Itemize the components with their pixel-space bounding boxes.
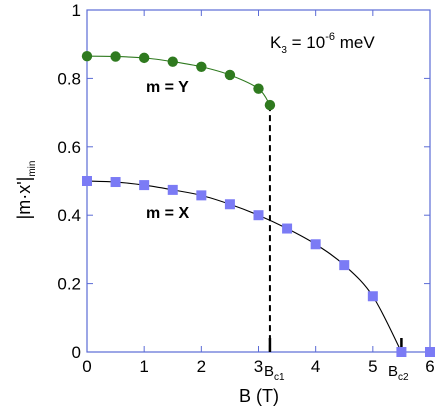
x-tick-label: 5 xyxy=(368,357,377,376)
k3-sup: -6 xyxy=(325,31,335,43)
data-point-circle xyxy=(167,56,178,67)
axis-ticks xyxy=(86,9,431,353)
y-axis-title: |m·x'|min xyxy=(14,161,38,220)
data-point-square xyxy=(110,177,121,188)
x-tick-label: 1 xyxy=(139,357,148,376)
data-point-square xyxy=(282,223,293,234)
y-tick-label: 0.6 xyxy=(57,138,81,157)
series-line-1 xyxy=(86,180,402,353)
plot-frame xyxy=(86,9,431,353)
y-axis-title-sub: min xyxy=(27,161,38,177)
x-tick-label: 3 xyxy=(254,357,263,376)
series-label-m-y: m = Y xyxy=(146,79,189,96)
x-tick-label: 2 xyxy=(197,357,206,376)
bc2-label-base: B xyxy=(388,363,398,380)
data-point-square xyxy=(310,239,321,250)
data-point-circle xyxy=(138,52,150,64)
bc2-label: Bc2 xyxy=(388,363,409,383)
data-point-square xyxy=(339,260,350,271)
data-point-square xyxy=(396,347,407,357)
bc2-label-sub: c2 xyxy=(398,372,409,383)
k3-mid: = 10 xyxy=(287,33,325,52)
x-tick-label: 6 xyxy=(425,357,434,376)
data-point-circle xyxy=(196,61,207,72)
bc1-label-sub: c1 xyxy=(274,372,285,383)
x-tick-label: 4 xyxy=(311,357,320,376)
series-curves xyxy=(86,55,402,353)
x-tick-labels: 0 1 2 3 4 5 6 xyxy=(82,357,434,376)
data-point-circle xyxy=(81,50,93,62)
bc1-label-base: B xyxy=(264,363,274,380)
y-tick-labels: 0 0.2 0.4 0.6 0.8 1 xyxy=(57,1,81,362)
series-markers xyxy=(81,50,435,357)
data-point-square xyxy=(82,176,92,186)
data-point-square xyxy=(196,190,207,201)
data-point-square xyxy=(167,184,178,195)
k3-annotation: K3 = 10-6 meV xyxy=(270,31,375,56)
data-point-square xyxy=(425,347,435,357)
y-tick-label: 0 xyxy=(72,343,81,362)
k3-sub: 3 xyxy=(281,45,287,56)
k3-end: meV xyxy=(335,33,375,52)
data-point-circle xyxy=(253,83,264,94)
data-point-circle xyxy=(224,69,236,81)
y-tick-label: 0.4 xyxy=(57,206,81,225)
y-tick-label: 1 xyxy=(72,1,81,20)
data-point-square xyxy=(253,210,264,221)
data-point-circle xyxy=(110,51,121,62)
data-point-square xyxy=(367,291,378,302)
y-axis-title-main: |m·x'| xyxy=(14,177,34,220)
y-tick-label: 0.2 xyxy=(57,275,81,294)
series-label-m-x: m = X xyxy=(146,205,189,222)
data-point-square xyxy=(224,199,235,210)
x-tick-label: 0 xyxy=(82,357,91,376)
data-point-square xyxy=(139,180,150,191)
x-axis-title: B (T) xyxy=(239,386,279,406)
k3-base: K xyxy=(270,33,282,52)
data-point-circle xyxy=(264,99,276,111)
bc1-label: Bc1 xyxy=(264,363,285,383)
y-tick-label: 0.8 xyxy=(57,69,81,88)
